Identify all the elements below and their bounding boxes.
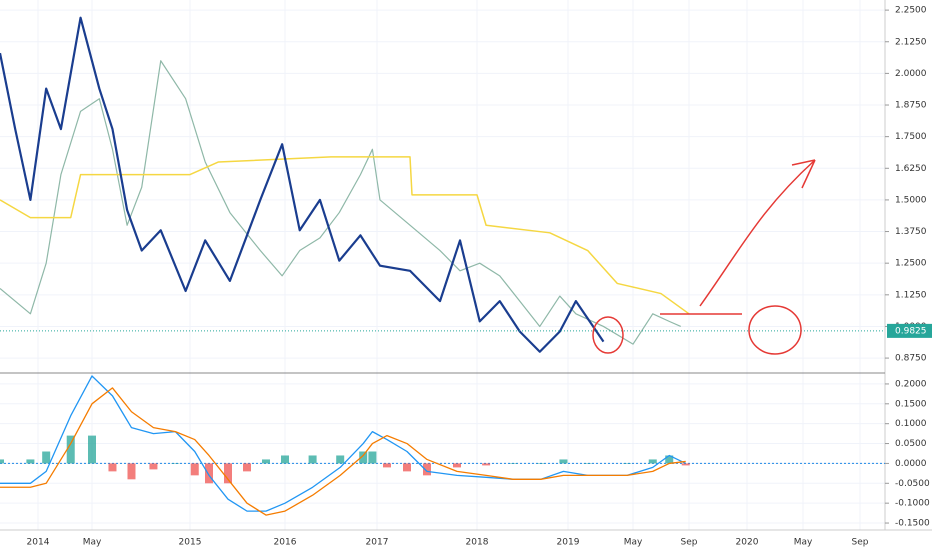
series-line [0, 16, 605, 353]
x-tick-label: May [83, 538, 102, 548]
y-tick-label: 0.1000 [895, 419, 927, 429]
series-line [0, 375, 686, 512]
histogram-bar [308, 455, 317, 464]
x-tick-label: 2018 [466, 538, 489, 548]
histogram-bar [224, 463, 232, 484]
series-line [0, 387, 686, 516]
histogram-bar [583, 463, 592, 464]
y-tick-label: -0.1500 [895, 519, 930, 529]
histogram-bar [108, 463, 117, 472]
histogram-bar [359, 451, 368, 464]
histogram-bar [190, 463, 199, 476]
y-tick-label: 0.1500 [895, 399, 927, 409]
last-price-box [887, 323, 932, 338]
x-tick-label: 2019 [557, 538, 580, 548]
x-tick-label: 2016 [274, 538, 297, 548]
histogram-bar [665, 455, 674, 464]
histogram-bar [336, 455, 345, 464]
plot [0, 16, 885, 516]
histogram-bar [482, 463, 491, 466]
x-tick-label: 2015 [179, 538, 202, 548]
histogram-bar [423, 463, 431, 476]
x-tick-label: Sep [681, 538, 698, 548]
histogram-bar [453, 463, 461, 468]
histogram-bar [42, 451, 51, 464]
y-tick-label: 0.8750 [895, 354, 927, 364]
x-tick-label: May [624, 538, 643, 548]
grid [0, 0, 885, 530]
histogram-bar [243, 463, 251, 472]
y-tick-label: 1.7500 [895, 132, 927, 142]
histogram-bar [26, 459, 35, 464]
y-tick-label: 1.8750 [895, 101, 927, 111]
y-tick-label: 2.2500 [895, 6, 927, 16]
y-tick-label: 0.0500 [895, 439, 927, 449]
histogram-bar [66, 435, 75, 464]
y-tick-label: 2.0000 [895, 69, 927, 79]
x-tick-label: 2020 [736, 538, 759, 548]
histogram-bar [281, 455, 289, 464]
histogram-bar [127, 463, 136, 480]
histogram-bar [368, 451, 377, 464]
annotation-circle [592, 316, 624, 354]
histogram-bar [509, 463, 518, 464]
histogram-bar [559, 459, 568, 464]
histogram-bar [149, 463, 158, 470]
y-tick-label: 1.3750 [895, 227, 927, 237]
histogram-bar [0, 459, 4, 464]
annotation-arrow [699, 159, 816, 307]
histogram-bar [205, 463, 213, 484]
y-tick-label: 1.1250 [895, 290, 927, 300]
histogram-bar [536, 463, 545, 464]
last-price-label: 0.9825 [895, 326, 927, 336]
y-tick-label: 1.5000 [895, 195, 927, 205]
histogram-bar [403, 463, 411, 472]
annotation-circle [748, 305, 802, 355]
histogram-bar [681, 463, 690, 466]
histogram-bar [171, 463, 180, 464]
y-tick-label: 1.6250 [895, 164, 927, 174]
y-tick-label: 2.1250 [895, 37, 927, 47]
y-tick-label: -0.0500 [895, 479, 930, 489]
histogram-bar [262, 459, 270, 464]
x-tick-label: 2017 [366, 538, 389, 548]
x-tick-label: May [794, 538, 813, 548]
y-tick-label: 1.2500 [895, 259, 927, 269]
series-line [0, 156, 690, 315]
y-tick-label: 0.0000 [895, 459, 927, 469]
y-tick-label: 0.2000 [895, 379, 927, 389]
histogram-bar [648, 459, 657, 464]
histogram-bar [383, 463, 391, 468]
histogram-bar [88, 435, 96, 464]
x-tick-label: 2014 [27, 538, 50, 548]
series-line [0, 60, 682, 345]
x-tick-label: Sep [852, 538, 869, 548]
y-tick-label: -0.1000 [895, 499, 930, 509]
histogram-bar [623, 463, 632, 464]
